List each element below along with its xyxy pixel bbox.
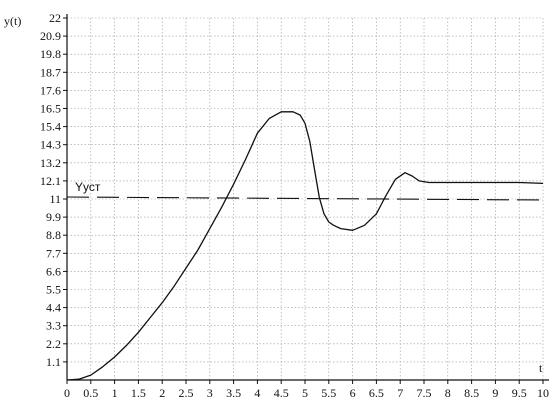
x-tick-label: 2.5 xyxy=(179,386,194,400)
y-tick-label: 4.4 xyxy=(46,301,61,315)
y-tick-label: 18.7 xyxy=(40,65,61,79)
x-tick-label: 0 xyxy=(64,386,70,400)
response-curve xyxy=(66,111,544,381)
y-tick-label: 9.9 xyxy=(46,210,61,224)
grid xyxy=(67,17,544,380)
x-tick-label: 8 xyxy=(445,386,451,400)
x-tick-label: 3.5 xyxy=(226,386,241,400)
y-tick-label: 2.2 xyxy=(46,337,61,351)
x-axis-label: t xyxy=(539,361,543,375)
y-tick-label: 11 xyxy=(49,192,61,206)
y-tick-label: 13.2 xyxy=(40,156,61,170)
y-tick-label: 7.7 xyxy=(46,246,61,260)
x-tick-label: 7.5 xyxy=(417,386,432,400)
x-tick-label: 6 xyxy=(350,386,356,400)
y-tick-label: 20.9 xyxy=(40,29,61,43)
y-tick-label: 22 xyxy=(49,11,61,25)
y-tick-label: 1.1 xyxy=(46,355,61,369)
steady-state-label: Yуст xyxy=(75,180,101,194)
x-tick-label: 0.5 xyxy=(83,386,98,400)
x-tick-label: 9.5 xyxy=(512,386,527,400)
x-tick-label: 7 xyxy=(397,386,403,400)
x-tick-labels: 0 0.5 1 1.5 2 2.5 3 3.5 4 4.5 5 5.5 6 6.5 7 7.5 8 8.5 9 9.5… xyxy=(64,386,549,400)
x-tick-label: 5.5 xyxy=(321,386,336,400)
y-tick-label: 16.5 xyxy=(40,102,61,116)
steady-state-line xyxy=(66,196,544,201)
x-tick-label: 6.5 xyxy=(369,386,384,400)
x-tick-label: 10 xyxy=(537,386,549,400)
y-tick-label: 3.3 xyxy=(46,319,61,333)
y-tick-label: 19.8 xyxy=(40,47,61,61)
y-tick-label: 6.6 xyxy=(46,264,61,278)
y-tick-labels: 1.1 2.2 3.3 4.4 5.5 6.6 7.7 8.8 9.9 11 12.1 13.2 14.… xyxy=(40,11,61,369)
x-tick-label: 4 xyxy=(254,386,260,400)
x-tick-label: 4.5 xyxy=(274,386,289,400)
x-tick-label: 1.5 xyxy=(131,386,146,400)
y-axis-label: y(t) xyxy=(4,14,21,28)
x-tick-label: 9 xyxy=(492,386,498,400)
x-tick-label: 8.5 xyxy=(464,386,479,400)
x-tick-label: 2 xyxy=(159,386,165,400)
x-tick-label: 3 xyxy=(207,386,213,400)
y-tick-label: 17.6 xyxy=(40,83,61,97)
x-tick-label: 5 xyxy=(302,386,308,400)
y-tick-label: 8.8 xyxy=(46,228,61,242)
y-tick-label: 12.1 xyxy=(40,174,61,188)
y-tick-label: 15.4 xyxy=(40,120,61,134)
y-tick-label: 5.5 xyxy=(46,283,61,297)
x-tick-label: 1 xyxy=(112,386,118,400)
y-tick-label: 14.3 xyxy=(40,138,61,152)
